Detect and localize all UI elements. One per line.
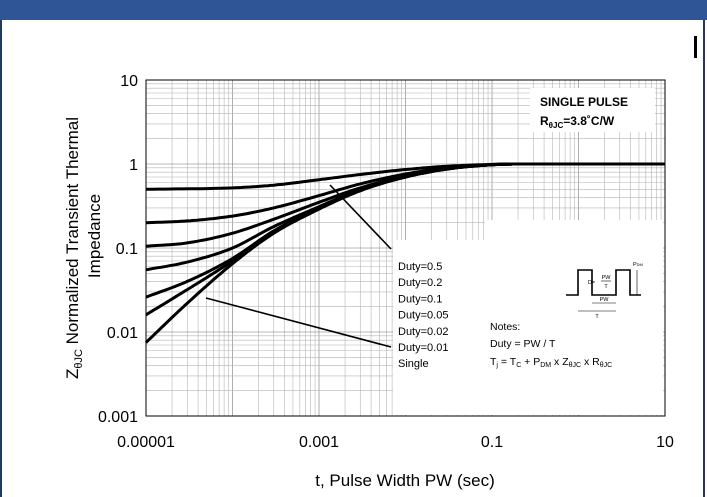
notes-tj-formula: Tj = TC + PDM x ZθJC x RθJC (490, 356, 612, 369)
x-tick-label-0: 0.00001 (117, 434, 175, 451)
y-axis-label: ZθJC Normalized Transient Thermal Impeda… (63, 117, 104, 379)
callout-single (205, 297, 392, 348)
waveform-t-label: T (595, 314, 599, 320)
series-line-6 (144, 162, 665, 344)
legend-item-0: Duty=0.5 (398, 261, 442, 273)
y-tick-label-4: 0.001 (98, 409, 138, 426)
y-axis-label-line1: ZθJC Normalized Transient Thermal (63, 117, 85, 379)
waveform-fraction-t: T (604, 284, 608, 290)
info-box-title: SINGLE PULSE (540, 95, 628, 109)
y-tick-label-0: 10 (120, 73, 138, 90)
waveform-d-label: D= (588, 280, 595, 286)
y-axis-label-line2: Impedance (85, 194, 104, 278)
pulse-waveform (566, 269, 641, 296)
callout-duty-0-5 (329, 184, 392, 250)
x-tick-label-1: 0.001 (299, 434, 339, 451)
legend-item-6: Single (398, 358, 429, 370)
waveform-pw-label: PW (600, 297, 610, 303)
legend-item-1: Duty=0.2 (398, 277, 442, 289)
legend: Duty=0.5 Duty=0.2 Duty=0.1 Duty=0.05 Duty=0.… (398, 261, 448, 370)
info-box-resistance: RθJC=3.8˚C/W (540, 114, 615, 130)
y-tick-label-1: 1 (129, 157, 138, 174)
figure-frame (0, 20, 705, 497)
x-tick-label-2: 0.1 (481, 434, 503, 451)
x-axis-label: t, Pulse Width PW (sec) (315, 471, 494, 490)
x-tick-label-3: 10 (656, 434, 674, 451)
waveform-fraction-pw: PW (602, 275, 612, 281)
top-color-bar (0, 0, 707, 20)
y-tick-label-3: 0.01 (107, 325, 138, 342)
legend-item-2: Duty=0.1 (398, 293, 442, 305)
pulse-waveform-diagram (566, 269, 641, 312)
series-lines (144, 162, 665, 344)
frame-marker (694, 36, 697, 58)
info-box (530, 88, 655, 132)
y-tick-label-2: 0.1 (116, 241, 138, 258)
legend-item-3: Duty=0.05 (398, 310, 448, 322)
waveform-pdm-label: PDM (633, 262, 643, 268)
notes-duty-formula: Duty = PW / T (490, 338, 556, 350)
plot-border (145, 79, 666, 417)
notes-box (485, 220, 663, 415)
tick-labels: 0.00001 0.001 0.1 10 10 1 0.1 0.01 0.001 (98, 73, 674, 451)
legend-box (393, 240, 485, 415)
legend-item-4: Duty=0.02 (398, 326, 448, 338)
legend-item-5: Duty=0.01 (398, 342, 448, 354)
notes-title: Notes: (490, 321, 520, 333)
